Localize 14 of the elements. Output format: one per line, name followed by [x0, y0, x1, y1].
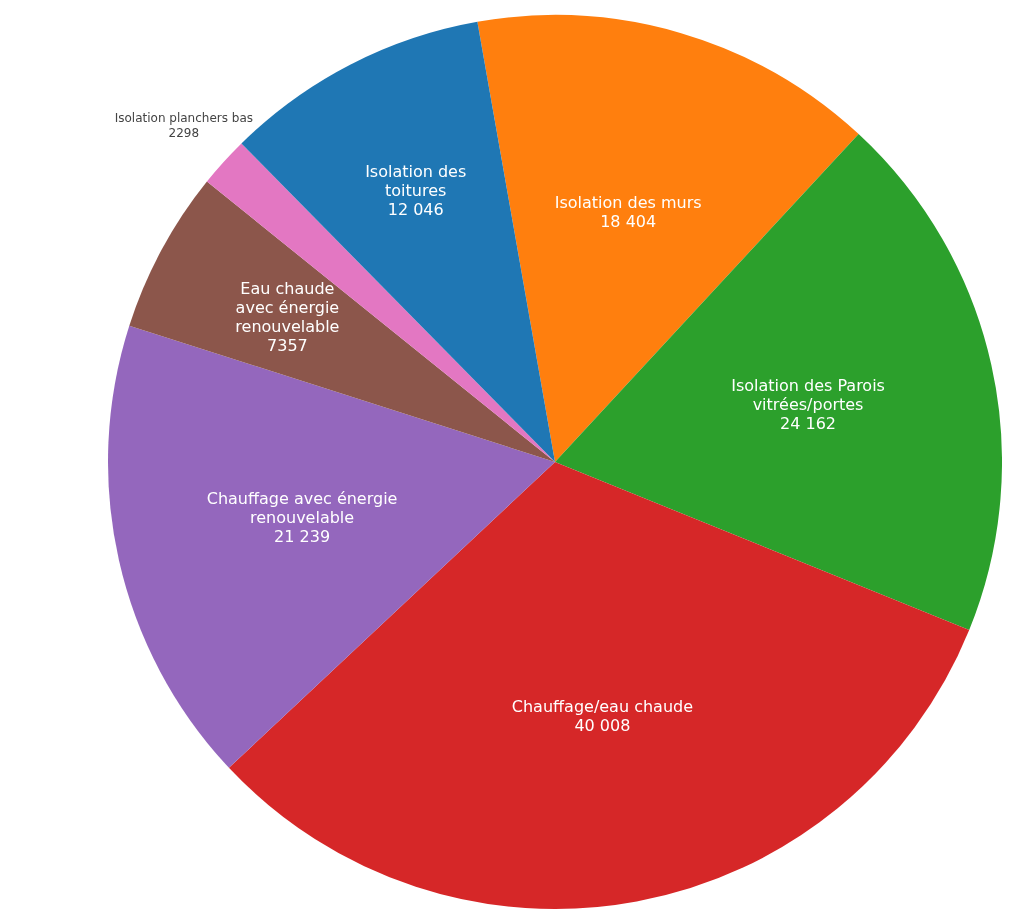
data-label: 18 404 — [600, 211, 657, 231]
data-label: 40 008 — [574, 715, 631, 735]
slice-label: Isolation des toitures — [365, 161, 467, 200]
slice-label: Eau chaude avec énergie renouvelable — [235, 278, 340, 336]
data-label: 7357 — [267, 335, 308, 355]
data-label: 2298 — [168, 125, 200, 140]
data-label: 24 162 — [780, 413, 837, 433]
slice-label: Chauffage/eau chaude — [511, 696, 694, 716]
data-label: 12 046 — [387, 199, 444, 219]
data-label: 21 239 — [274, 527, 331, 547]
slice-label: Isolation des Parois vitrées/portes — [731, 375, 885, 414]
slice-label: Chauffage avec énergie renouvelable — [206, 489, 398, 528]
slice-label: Isolation des murs — [554, 192, 702, 212]
slice-label: Isolation planchers bas — [114, 110, 254, 125]
